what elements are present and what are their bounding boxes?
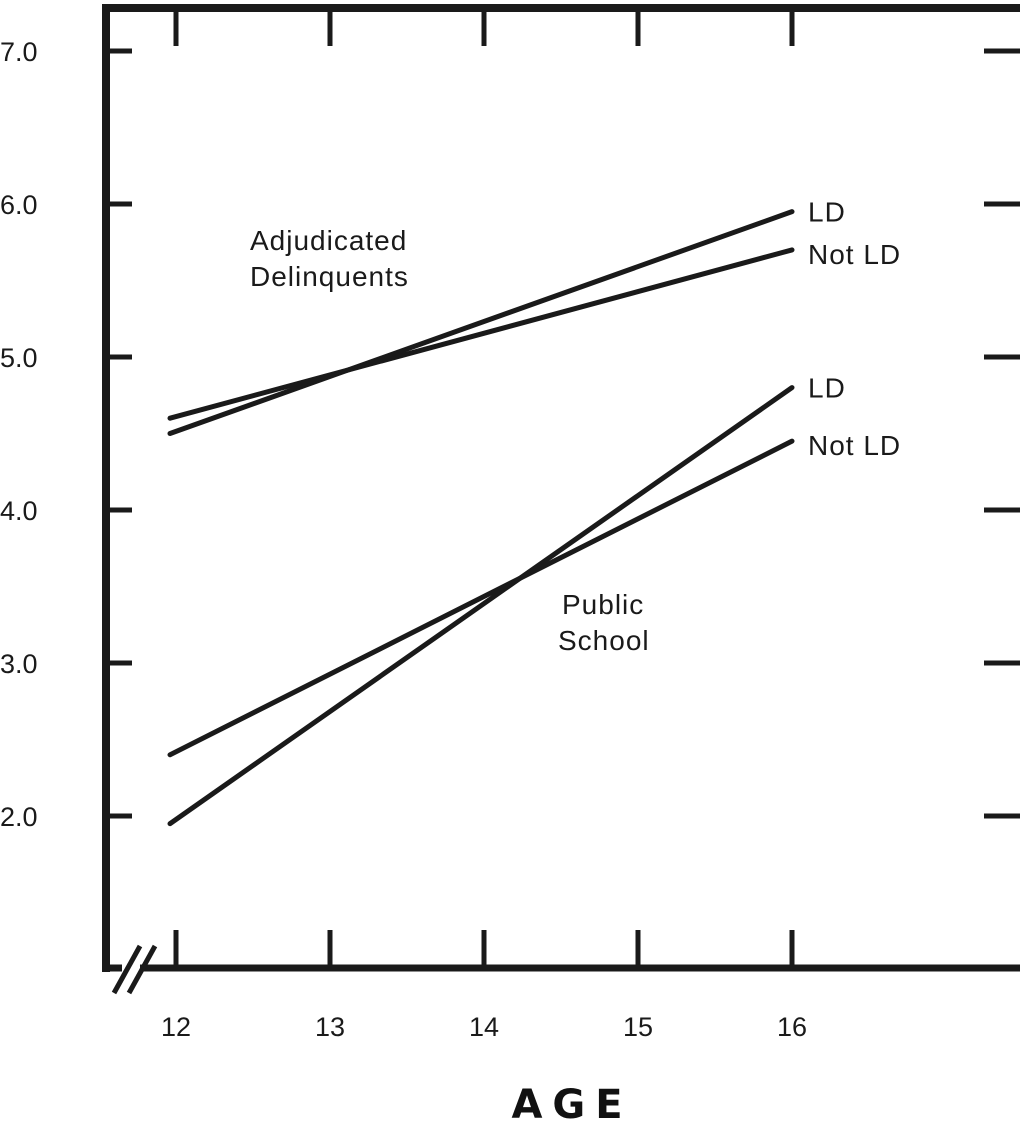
axis-break-mark bbox=[126, 944, 158, 995]
axis-break-mark bbox=[111, 944, 143, 995]
x-tick-label: 12 bbox=[161, 1012, 191, 1042]
group-label: School bbox=[558, 625, 650, 656]
y-tick-label: 2.0 bbox=[0, 802, 38, 832]
y-tick-label: 7.0 bbox=[0, 37, 38, 67]
group-label: Adjudicated bbox=[250, 225, 407, 256]
x-axis-title: AGE bbox=[511, 1082, 632, 1128]
y-tick-label: 4.0 bbox=[0, 496, 38, 526]
axis-ticks: 2.0 3.0 4.0 5.0 6.0 7.0 12 13 14 15 16 bbox=[0, 10, 1020, 1042]
series-label: Not LD bbox=[808, 239, 901, 270]
chart-labels: LD Not LD LD Not LD Adjudicated Delinquents Pu… bbox=[250, 197, 901, 656]
group-label: Delinquents bbox=[250, 261, 409, 292]
series-lines bbox=[167, 209, 795, 827]
series-line-delinquents-not-ld bbox=[167, 247, 795, 421]
y-tick-label: 6.0 bbox=[0, 190, 38, 220]
x-tick-label: 13 bbox=[315, 1012, 345, 1042]
series-line-public-school-not-ld bbox=[167, 438, 795, 758]
plot-frame bbox=[102, 4, 1020, 995]
x-tick-label: 14 bbox=[469, 1012, 499, 1042]
x-tick-label: 16 bbox=[777, 1012, 807, 1042]
series-line-delinquents-ld bbox=[167, 209, 795, 436]
series-label: Not LD bbox=[808, 430, 901, 461]
group-label: Public bbox=[562, 589, 644, 620]
x-tick-label: 15 bbox=[623, 1012, 653, 1042]
y-tick-label: 3.0 bbox=[0, 649, 38, 679]
y-tick-label: 5.0 bbox=[0, 343, 38, 373]
series-label: LD bbox=[808, 197, 846, 228]
series-label: LD bbox=[808, 373, 846, 404]
series-line-public-school-ld bbox=[167, 385, 795, 827]
